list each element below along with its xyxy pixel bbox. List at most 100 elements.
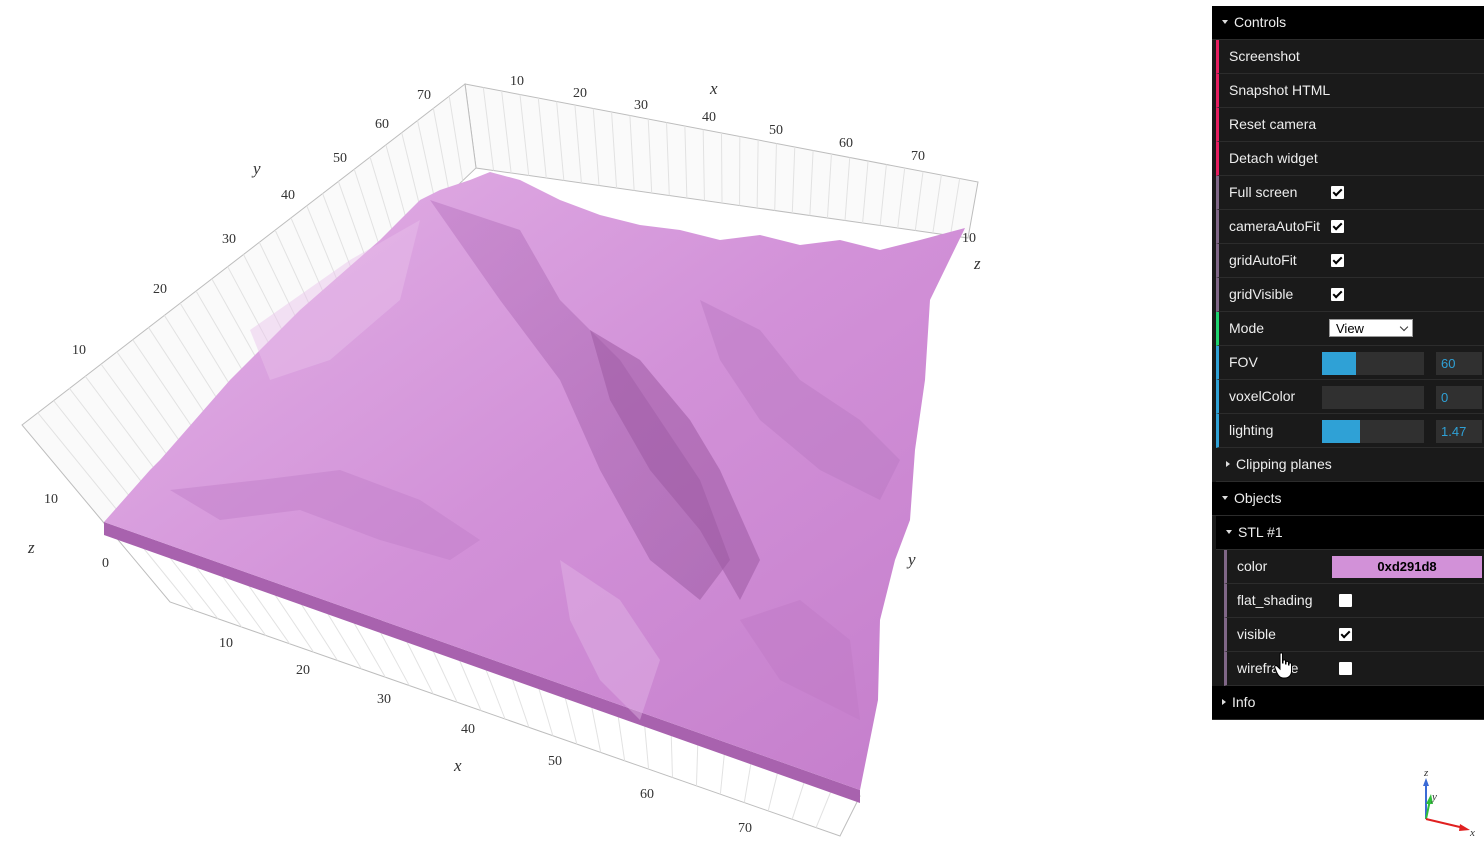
grid-line <box>556 101 565 181</box>
x-tick-top: 40 <box>702 110 716 125</box>
color-label: color <box>1237 558 1268 574</box>
collapse-arrow-icon <box>1222 496 1228 501</box>
grid-visible-row: gridVisible <box>1216 278 1484 312</box>
grid-auto-fit-checkbox[interactable] <box>1331 254 1344 267</box>
mode-select[interactable]: View <box>1329 319 1413 337</box>
grid-line <box>949 178 961 236</box>
x-tick-bottom: 60 <box>640 787 654 802</box>
flat-shading-checkbox[interactable] <box>1339 594 1352 607</box>
flat-shading-label: flat_shading <box>1237 592 1313 608</box>
stl-title-label: STL #1 <box>1238 524 1283 540</box>
y-tick-left: 50 <box>333 151 347 166</box>
y-tick-left: 10 <box>72 343 86 358</box>
grid-auto-fit-label: gridAutoFit <box>1229 252 1297 268</box>
expand-arrow-icon <box>1226 461 1230 468</box>
full-screen-checkbox[interactable] <box>1331 186 1344 199</box>
grid-line <box>791 776 807 820</box>
voxel-color-slider[interactable] <box>1322 386 1424 409</box>
objects-folder-title[interactable]: Objects <box>1212 482 1484 516</box>
plot-svg[interactable]: 10 20 30 40 50 60 70 10 20 30 40 50 60 70 10 20 30 40 50 60… <box>0 0 1212 859</box>
stl-folder-title[interactable]: STL #1 <box>1216 516 1484 550</box>
camera-auto-fit-label: cameraAutoFit <box>1229 218 1321 234</box>
x-tick-top: 70 <box>911 149 925 164</box>
grid-line <box>767 766 780 812</box>
terrain-mesh <box>104 172 965 803</box>
visible-checkbox[interactable] <box>1339 628 1352 641</box>
reset-camera-button[interactable]: Reset camera <box>1216 108 1484 142</box>
x-axis-label-bottom: x <box>453 756 462 775</box>
plot-canvas[interactable]: 10 20 30 40 50 60 70 10 20 30 40 50 60 70 10 20 30 40 50 60… <box>0 0 1212 859</box>
y-axis-label-right: y <box>906 550 916 569</box>
lighting-slider[interactable] <box>1322 420 1424 443</box>
flat-shading-row: flat_shading <box>1224 584 1484 618</box>
info-label: Info <box>1232 694 1256 710</box>
grid-line <box>932 174 942 234</box>
lighting-slider-fill <box>1322 420 1360 443</box>
grid-line <box>684 125 688 199</box>
info-folder-title[interactable]: Info <box>1212 686 1484 720</box>
lighting-input[interactable]: 1.47 <box>1436 420 1482 443</box>
grid-line <box>482 87 495 171</box>
grid-line <box>629 115 635 191</box>
x-tick-top: 20 <box>573 86 587 101</box>
visible-row: visible <box>1224 618 1484 652</box>
clipping-planes-folder-title[interactable]: Clipping planes <box>1216 448 1484 482</box>
wireframe-checkbox[interactable] <box>1339 662 1352 675</box>
y-tick-left: 70 <box>417 88 431 103</box>
checkmark-icon <box>1340 628 1351 639</box>
expand-arrow-icon <box>1222 699 1226 706</box>
grid-auto-fit-row: gridAutoFit <box>1216 244 1484 278</box>
grid-line <box>826 153 832 219</box>
grid-line <box>432 108 450 194</box>
grid-line <box>809 150 814 216</box>
grid-line <box>519 94 530 176</box>
x-tick-bottom: 50 <box>548 754 562 769</box>
y-tick-left: 20 <box>153 282 167 297</box>
grid-line <box>132 339 198 435</box>
grid-line <box>100 363 171 460</box>
snapshot-html-button[interactable]: Snapshot HTML <box>1216 74 1484 108</box>
grid-line <box>69 388 145 486</box>
detach-widget-button[interactable]: Detach widget <box>1216 142 1484 176</box>
grid-line <box>695 737 699 786</box>
lighting-row: lighting 1.47 <box>1216 414 1484 448</box>
grid-line <box>702 129 705 201</box>
grid-line <box>879 164 887 226</box>
grid-visible-checkbox[interactable] <box>1331 288 1344 301</box>
grid-line <box>774 143 777 211</box>
chevron-down-icon <box>1399 322 1409 332</box>
grid-line <box>537 97 547 179</box>
screenshot-button[interactable]: Screenshot <box>1216 40 1484 74</box>
objects-title-label: Objects <box>1234 490 1282 506</box>
color-picker[interactable]: 0xd291d8 <box>1332 556 1482 578</box>
grid-line <box>53 400 131 498</box>
x-axis-label-top: x <box>709 79 718 98</box>
grid-line <box>719 747 726 795</box>
checkmark-icon <box>1332 220 1343 231</box>
grid-line <box>179 302 238 397</box>
clipping-planes-label: Clipping planes <box>1236 456 1332 472</box>
control-panel[interactable]: Controls Screenshot Snapshot HTML Reset … <box>1212 6 1484 720</box>
mode-label: Mode <box>1229 320 1265 336</box>
voxel-color-input[interactable]: 0 <box>1436 386 1482 409</box>
voxel-color-row: voxelColor 0 <box>1216 380 1484 414</box>
grid-line <box>163 315 224 410</box>
camera-auto-fit-checkbox[interactable] <box>1331 220 1344 233</box>
controls-folder-title[interactable]: Controls <box>1212 6 1484 40</box>
fov-input[interactable]: 60 <box>1436 352 1482 375</box>
x-tick-bottom: 70 <box>738 821 752 836</box>
grid-line <box>815 786 834 828</box>
grid-line <box>448 96 464 181</box>
fov-slider[interactable] <box>1322 352 1424 375</box>
grid-line <box>897 167 906 229</box>
x-tick-top: 10 <box>510 74 524 89</box>
y-axis-label-left: y <box>251 159 261 178</box>
full-screen-label: Full screen <box>1229 184 1298 200</box>
lighting-label: lighting <box>1229 422 1274 438</box>
grid-line <box>611 111 618 189</box>
z-axis-label-left: z <box>27 538 35 557</box>
x-tick-top: 50 <box>769 123 783 138</box>
x-tick-bottom: 30 <box>377 692 391 707</box>
grid-line <box>791 146 796 214</box>
controls-title-label: Controls <box>1234 14 1287 30</box>
